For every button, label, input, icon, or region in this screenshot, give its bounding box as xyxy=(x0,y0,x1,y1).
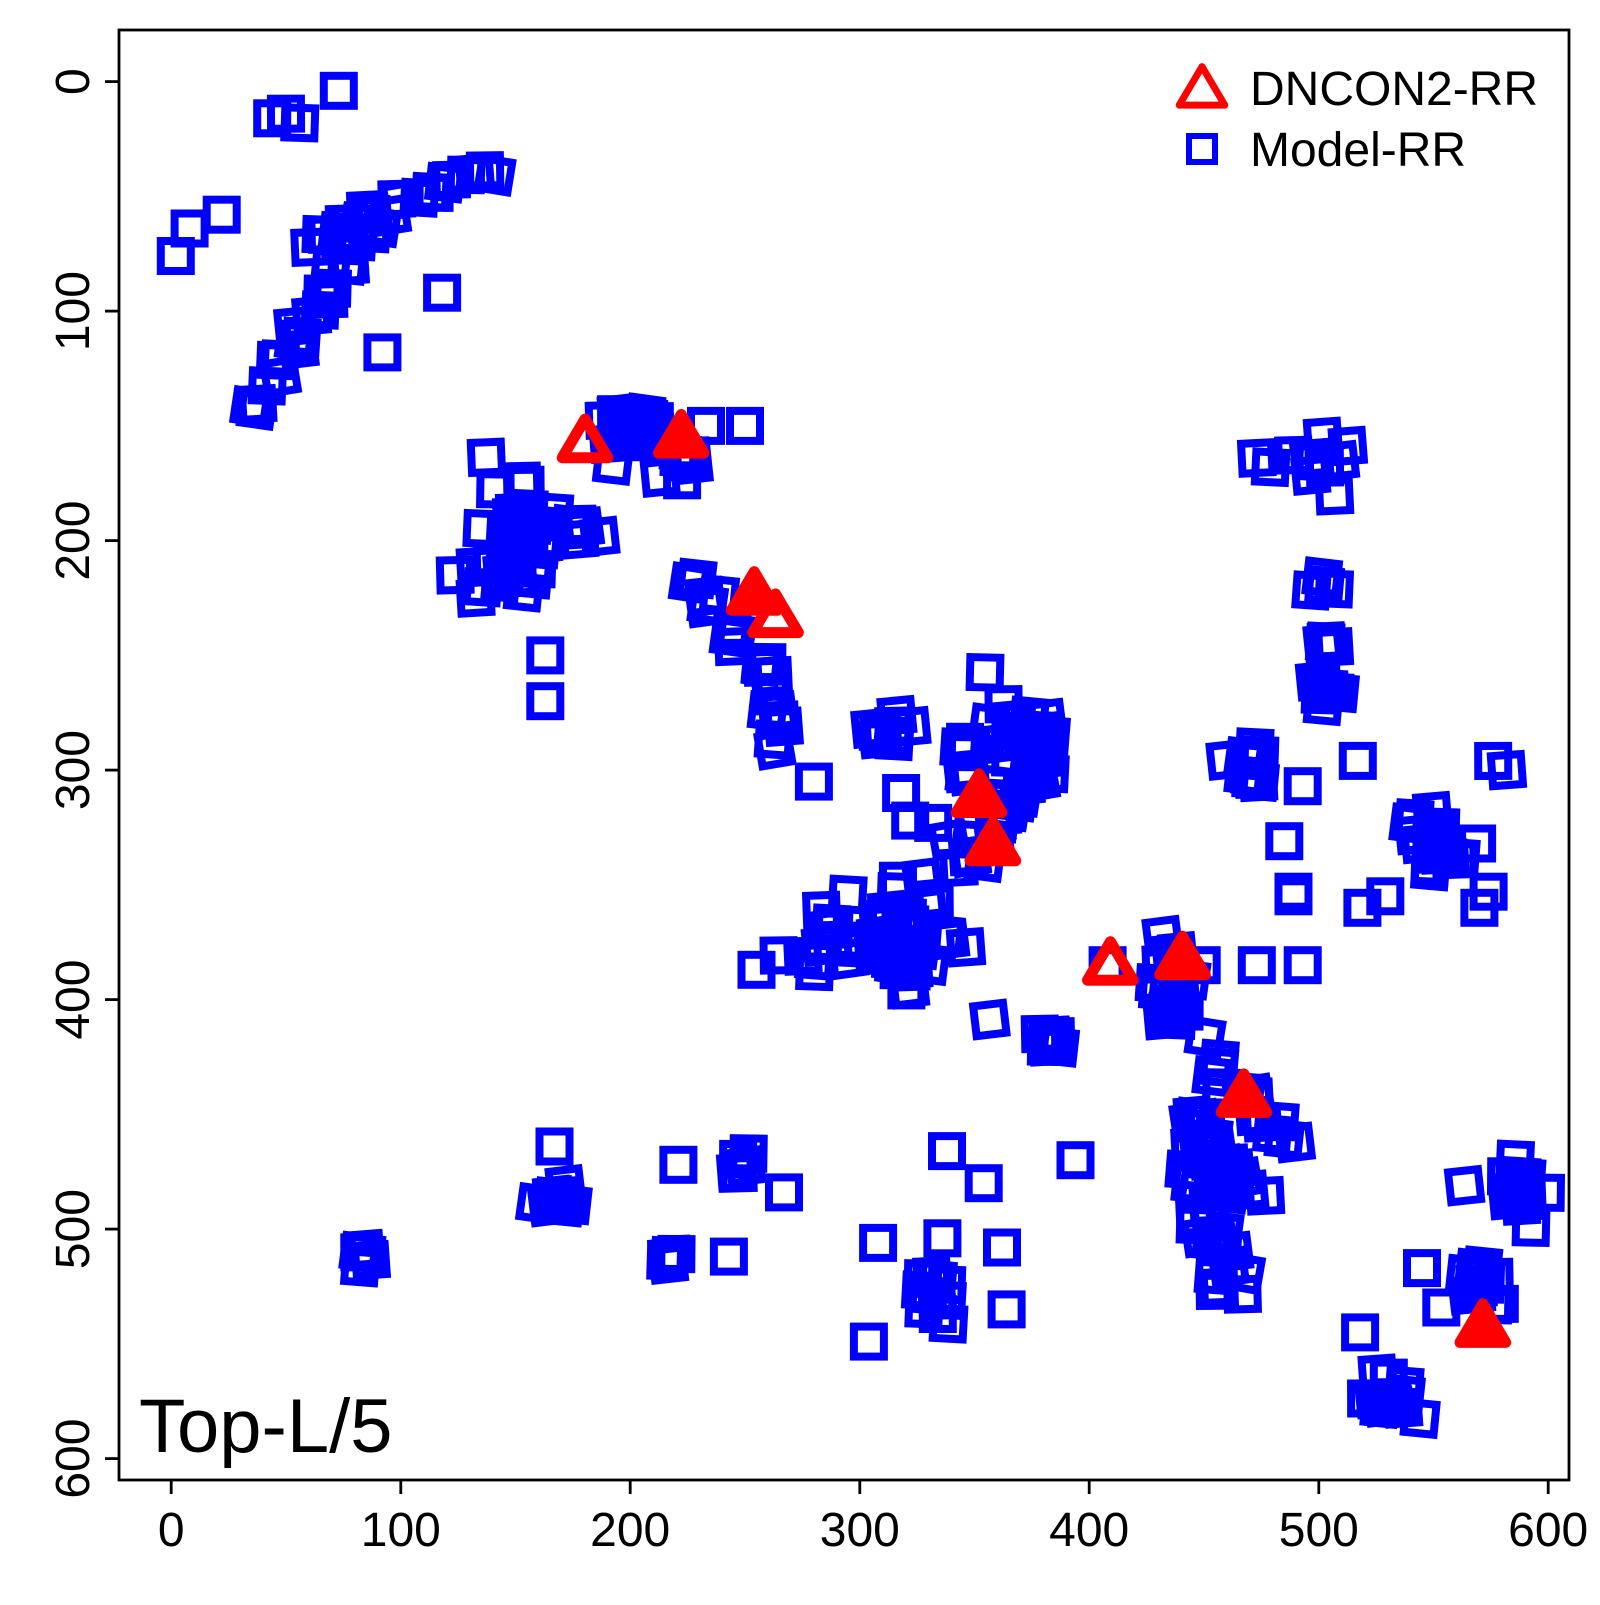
svg-text:300: 300 xyxy=(820,1504,900,1557)
svg-text:100: 100 xyxy=(47,271,100,351)
svg-text:0: 0 xyxy=(158,1504,185,1557)
svg-text:0: 0 xyxy=(47,68,100,95)
svg-text:Top-L/5: Top-L/5 xyxy=(139,1384,393,1469)
svg-text:500: 500 xyxy=(1279,1504,1359,1557)
svg-text:100: 100 xyxy=(361,1504,441,1557)
svg-text:400: 400 xyxy=(47,960,100,1040)
svg-text:Model-RR: Model-RR xyxy=(1250,124,1466,177)
svg-text:600: 600 xyxy=(1508,1504,1588,1557)
svg-text:300: 300 xyxy=(47,730,100,810)
svg-text:600: 600 xyxy=(47,1419,100,1499)
svg-text:200: 200 xyxy=(590,1504,670,1557)
svg-text:500: 500 xyxy=(47,1189,100,1269)
svg-text:DNCON2-RR: DNCON2-RR xyxy=(1250,63,1538,116)
svg-text:400: 400 xyxy=(1049,1504,1129,1557)
svg-text:200: 200 xyxy=(47,501,100,581)
